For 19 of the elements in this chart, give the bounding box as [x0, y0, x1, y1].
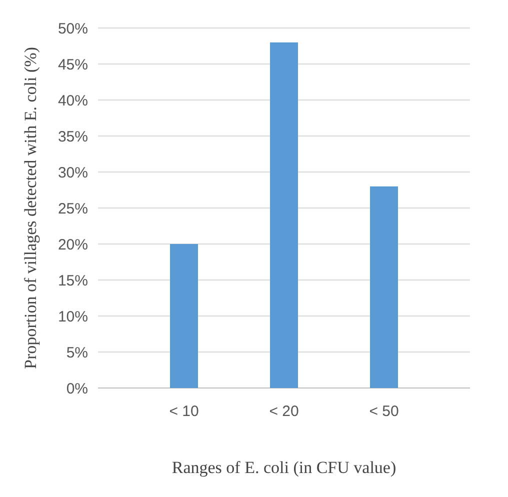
bar — [370, 186, 398, 388]
x-tick-label: < 50 — [369, 403, 399, 420]
y-tick-label: 30% — [58, 164, 88, 182]
y-tick-label: 5% — [66, 344, 88, 362]
y-tick-label: 25% — [58, 200, 88, 218]
bar — [170, 244, 198, 388]
y-tick-label: 40% — [58, 92, 88, 110]
y-tick-label: 35% — [58, 128, 88, 146]
x-axis-title: Ranges of E. coli (in CFU value) — [172, 458, 396, 477]
y-axis-title: Proportion of villages detected with E. coli (%) — [21, 47, 40, 369]
x-tick-label: < 10 — [169, 403, 199, 420]
y-tick-label: 10% — [58, 308, 88, 326]
bar — [270, 42, 298, 388]
y-tick-label: 50% — [58, 20, 88, 38]
y-tick-label: 0% — [66, 380, 88, 398]
y-tick-label: 45% — [58, 56, 88, 74]
y-tick-label: 20% — [58, 236, 88, 254]
y-tick-label: 15% — [58, 272, 88, 290]
x-tick-label: < 20 — [269, 403, 299, 420]
